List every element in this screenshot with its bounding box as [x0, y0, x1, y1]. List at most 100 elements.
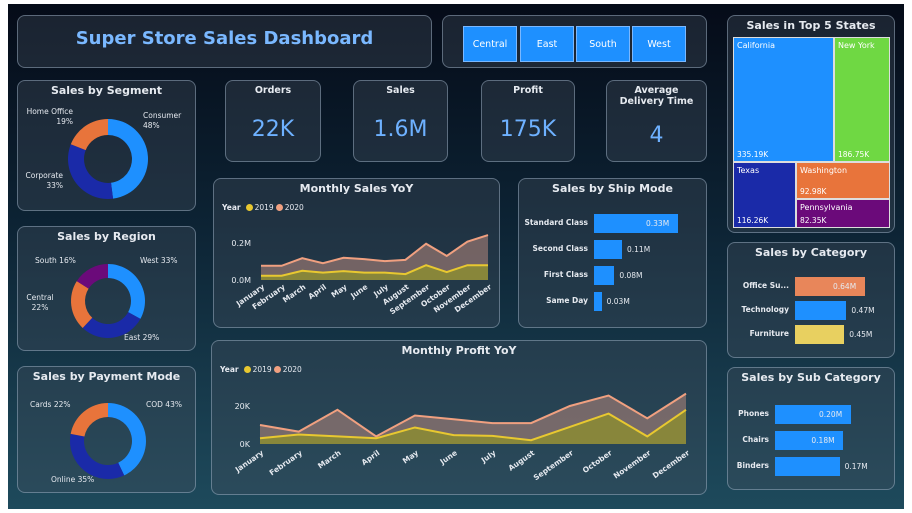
x-tick-label: December [651, 448, 691, 480]
kpi-profit: Profit 175K [481, 80, 575, 162]
line-2020[interactable] [259, 392, 687, 438]
legend-dot-icon [275, 204, 283, 211]
segment-slice[interactable] [108, 119, 148, 199]
x-tick-label: September [532, 448, 575, 482]
monthly-profit-chart[interactable]: 0K 20K January February March April May June Jul… [212, 341, 708, 496]
bar-label: Binders [736, 461, 769, 470]
filter-east-button[interactable]: East [520, 26, 574, 62]
line-2019[interactable] [261, 264, 488, 277]
slice-label: East 29% [124, 333, 160, 342]
bar[interactable] [775, 457, 840, 476]
x-tick-label: February [268, 448, 304, 477]
card-title: Sales by Region [57, 230, 156, 243]
bar-value: 0.17M [844, 462, 868, 471]
area-2019 [260, 409, 686, 444]
x-tick-label: October [581, 448, 614, 475]
bar[interactable] [594, 266, 615, 285]
bar-label: Phones [738, 409, 769, 418]
bar[interactable] [795, 301, 847, 320]
region-slice[interactable] [71, 281, 93, 328]
bar[interactable] [775, 405, 851, 424]
chart-legend: Year 2019 2020 [222, 203, 304, 212]
region-slice[interactable] [76, 264, 108, 289]
slice-label: Corporate 33% [25, 171, 64, 190]
kpi-value: 1.6M [373, 117, 428, 142]
filter-central-button[interactable]: Central [463, 26, 517, 62]
segment-slice[interactable] [68, 144, 114, 199]
kpi-value: 175K [499, 117, 557, 142]
bar-value: 0.45M [849, 330, 873, 339]
payment-slice[interactable] [108, 403, 147, 476]
x-tick-label: March [281, 282, 307, 304]
bar-label: Same Day [546, 296, 588, 305]
treemap-new-york[interactable]: New York 186.75K [834, 37, 890, 162]
x-tick-label: June [348, 282, 369, 301]
bar[interactable] [594, 292, 602, 311]
line-2019[interactable] [259, 408, 687, 442]
payment-card: Sales by Payment Mode COD 43% Online 35%… [17, 366, 196, 493]
y-tick-label: 0.2M [231, 239, 251, 248]
bar[interactable] [775, 431, 844, 450]
bar[interactable] [795, 277, 865, 296]
bar[interactable] [795, 325, 845, 344]
title-card: Super Store Sales Dashboard [17, 15, 432, 68]
x-tick-label: November [612, 448, 653, 480]
slice-label: Cards 22% [30, 400, 71, 409]
slice-label: COD 43% [146, 400, 182, 409]
legend-dot-icon [273, 366, 281, 373]
bar-value: 0.08M [619, 271, 643, 280]
slice-label: Online 35% [51, 475, 95, 484]
bar-label: Furniture [749, 329, 789, 338]
dashboard: Super Store Sales Dashboard Central East… [8, 4, 904, 509]
card-title: Sales by Payment Mode [32, 370, 181, 383]
filter-west-button[interactable]: West [632, 26, 686, 62]
card-title: Sales in Top 5 States [746, 19, 876, 32]
slice-label: Central 22% [26, 293, 54, 312]
kpi-label: Average Delivery Time [619, 85, 694, 107]
treemap-pennsylvania[interactable]: Pennsylvania 82.35K [796, 199, 890, 228]
treemap-washington[interactable]: Washington 92.98K [796, 162, 890, 199]
subcategory-card: Sales by Sub Category Phones 0.20M Chairs 0… [727, 367, 895, 490]
region-slice[interactable] [82, 312, 141, 338]
x-tick-label: July [479, 448, 498, 465]
bar-label: First Class [543, 270, 588, 279]
chart-title: Monthly Profit YoY [401, 344, 517, 357]
bar-label: Technology [741, 305, 789, 314]
region-card: Sales by Region West 33% East 29% Centra… [17, 226, 196, 351]
kpi-avg-delivery: Average Delivery Time 4 [606, 80, 707, 162]
bar[interactable] [594, 240, 622, 259]
x-tick-label: August [507, 448, 537, 473]
kpi-label: Orders [254, 85, 292, 96]
x-tick-label: January [233, 448, 265, 474]
kpi-label: Sales [386, 85, 415, 96]
region-slice[interactable] [108, 264, 145, 319]
legend-dot-icon [243, 366, 251, 373]
bar-value: 0.03M [606, 297, 630, 306]
region-donut [71, 264, 145, 338]
slice-label: Consumer 48% [143, 111, 182, 130]
payment-slice[interactable] [70, 433, 125, 479]
segment-slice[interactable] [70, 119, 108, 151]
filter-south-button[interactable]: South [576, 26, 630, 62]
treemap-california[interactable]: California 335.19K [733, 37, 834, 162]
chart-legend: Year 2019 2020 [220, 365, 302, 374]
bar-value: 0.64M [833, 282, 857, 291]
bar[interactable] [594, 214, 678, 233]
x-tick-label: April [306, 282, 328, 301]
payment-slice[interactable] [70, 403, 108, 437]
slice-label: West 33% [140, 256, 178, 265]
line-2020[interactable] [261, 234, 489, 267]
slice-label: South 16% [35, 256, 76, 265]
bar-value: 0.18M [811, 436, 835, 445]
chart-title: Monthly Sales YoY [299, 182, 414, 195]
page-title: Super Store Sales Dashboard [75, 28, 374, 49]
monthly-profit-card: Monthly Profit YoY Year 2019 2020 0K 20K Jan… [211, 340, 707, 495]
x-tick-label: March [316, 448, 342, 470]
x-tick-label: June [438, 448, 459, 467]
y-tick-label: 0.0M [231, 276, 251, 285]
ship-mode-card: Sales by Ship Mode Standard Class 0.33M Se… [518, 178, 707, 328]
treemap-texas[interactable]: Texas 116.26K [733, 162, 796, 228]
y-tick-label: 20K [235, 402, 251, 411]
bar-label: Office Su... [742, 281, 789, 290]
